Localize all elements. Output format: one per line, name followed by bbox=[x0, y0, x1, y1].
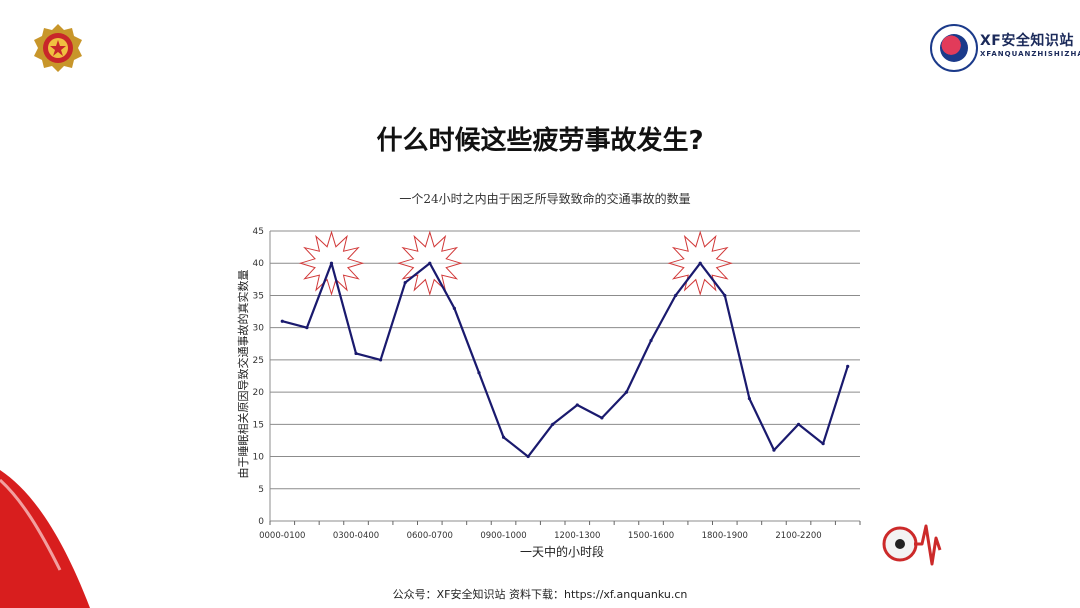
brand-name: XF安全知识站 bbox=[980, 33, 1074, 49]
data-point bbox=[821, 442, 825, 446]
data-point bbox=[354, 351, 358, 356]
data-point bbox=[698, 261, 702, 265]
x-tick-label: 0300-0400 bbox=[333, 531, 379, 541]
x-tick-label: 1800-1900 bbox=[702, 531, 748, 541]
red-ribbon-decoration bbox=[0, 470, 90, 608]
data-point bbox=[403, 280, 407, 285]
series-line bbox=[282, 262, 849, 458]
data-point bbox=[624, 390, 629, 394]
fire-rescue-emblem-icon bbox=[34, 24, 82, 72]
y-tick-label: 25 bbox=[253, 356, 264, 366]
y-tick-label: 0 bbox=[258, 517, 264, 527]
data-point bbox=[477, 371, 481, 375]
data-point bbox=[305, 326, 309, 330]
data-point bbox=[600, 416, 604, 420]
x-tick-label: 0000-0100 bbox=[259, 531, 305, 541]
data-point bbox=[747, 396, 751, 401]
data-point bbox=[796, 422, 801, 426]
x-axis-label: 一天中的小时段 bbox=[520, 544, 604, 559]
y-axis-label: 由于睡眠相关原因导致交通事故的真实数量 bbox=[236, 270, 250, 479]
y-tick-label: 30 bbox=[253, 324, 265, 334]
brand-sub: XFANQUANZHISHIZHAN bbox=[980, 50, 1080, 58]
x-tick-label: 0900-1000 bbox=[480, 531, 526, 541]
data-point bbox=[280, 319, 284, 323]
x-tick-label: 2100-2200 bbox=[775, 531, 821, 541]
chart-gridlines bbox=[269, 230, 860, 522]
data-point bbox=[772, 448, 776, 452]
chart-title: 一个24小时之内由于困乏所导致致命的交通事故的数量 bbox=[399, 191, 690, 206]
page-title: 什么时候这些疲劳事故发生? bbox=[376, 126, 704, 156]
data-point bbox=[551, 422, 555, 426]
data-point bbox=[649, 338, 653, 343]
x-axis-ticks: 0000-0100 0300-0400 0600-0700 0900-1000 1200… bbox=[259, 521, 861, 541]
footer-text: 公众号：XF安全知识站 资料下载：https://xf.anquanku.cn bbox=[392, 588, 688, 601]
y-tick-label: 15 bbox=[253, 420, 264, 430]
data-point bbox=[501, 435, 506, 439]
y-tick-label: 40 bbox=[253, 259, 265, 269]
data-point bbox=[846, 364, 850, 368]
data-point bbox=[674, 293, 678, 298]
data-point bbox=[428, 261, 432, 265]
heartbeat-decoration-icon bbox=[882, 524, 942, 566]
brand-logo: XF安全知识站 XFANQUANZHISHIZHAN bbox=[930, 24, 1080, 72]
x-tick-label: 1200-1300 bbox=[554, 531, 600, 541]
y-tick-label: 45 bbox=[253, 227, 264, 237]
data-point bbox=[526, 454, 530, 459]
y-tick-label: 35 bbox=[253, 291, 264, 301]
x-tick-label: 0600-0700 bbox=[407, 531, 453, 541]
y-tick-label: 10 bbox=[253, 453, 265, 463]
y-tick-label: 20 bbox=[253, 388, 265, 398]
data-point bbox=[329, 261, 334, 265]
data-point bbox=[575, 403, 579, 407]
x-tick-label: 1500-1600 bbox=[628, 531, 674, 541]
data-point bbox=[723, 293, 727, 298]
xf-logo-icon bbox=[930, 24, 978, 72]
y-tick-label: 5 bbox=[258, 485, 264, 495]
y-axis-ticks: 0 5 10 15 20 25 30 35 40 45 bbox=[253, 227, 265, 527]
data-points bbox=[280, 261, 850, 459]
data-point bbox=[452, 306, 456, 310]
data-point bbox=[379, 358, 383, 362]
